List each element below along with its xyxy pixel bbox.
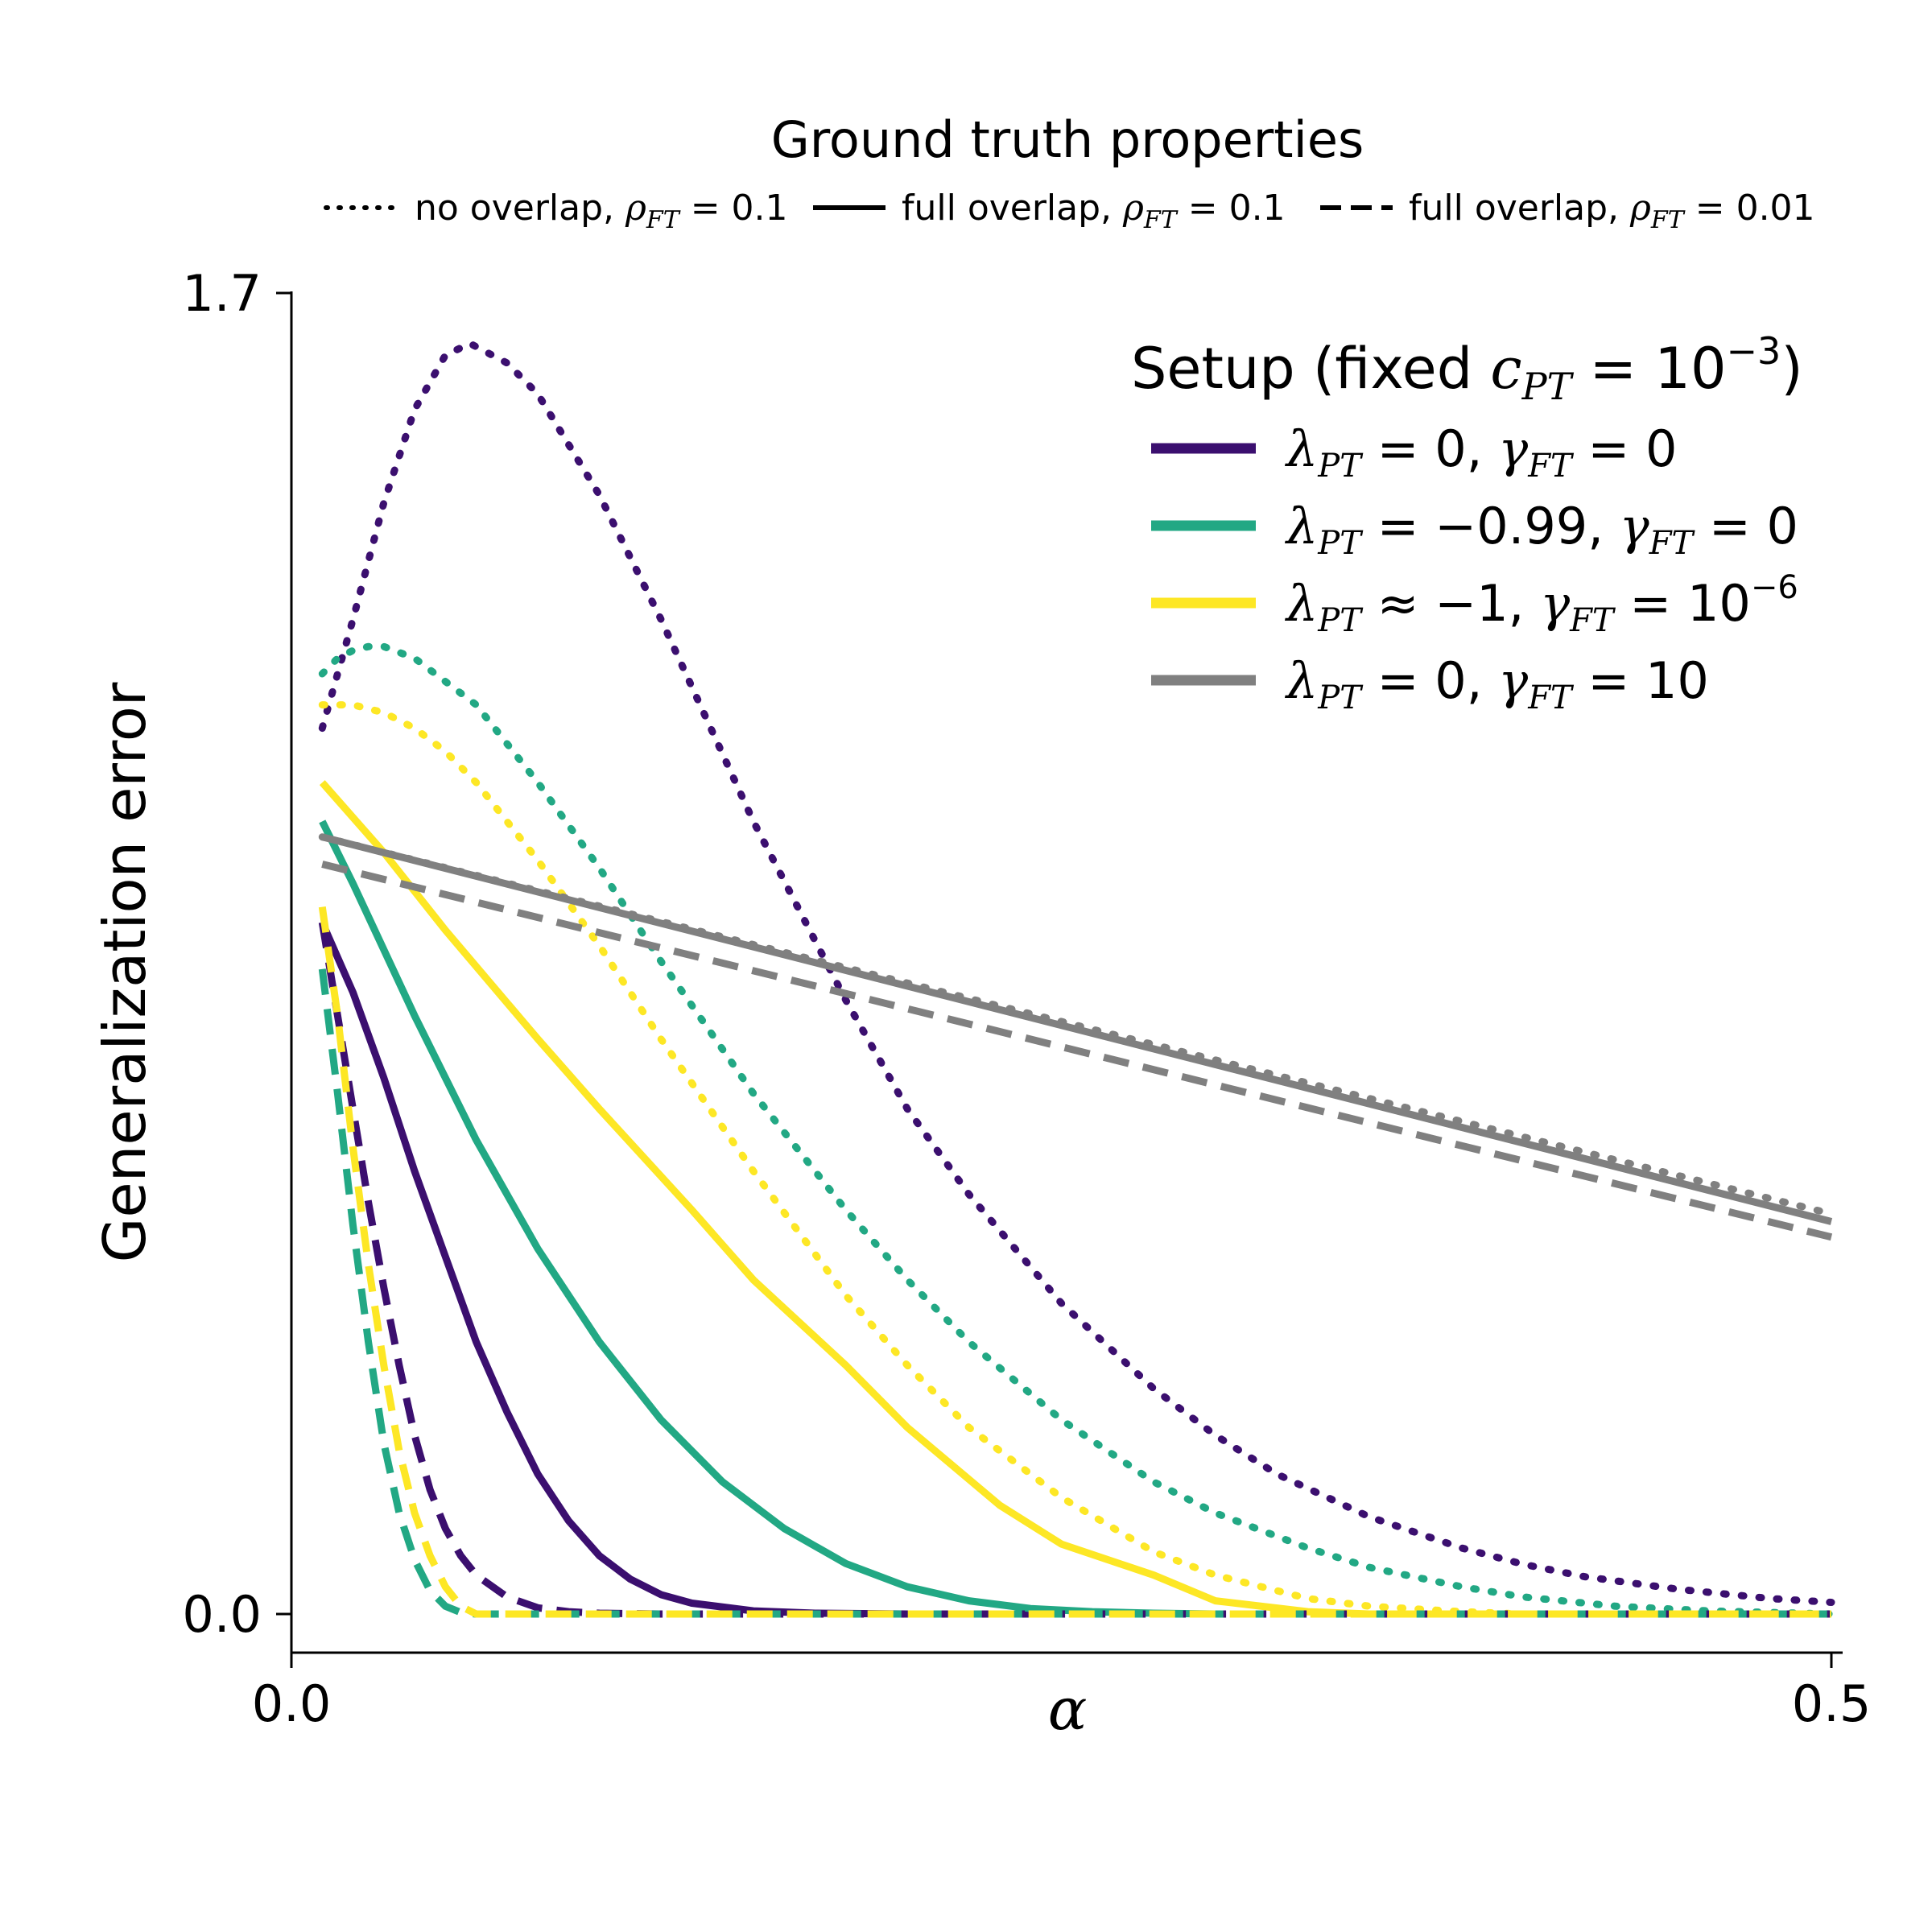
series-line-solid-0: [319, 921, 1062, 1618]
color-legend-label: λPT = 0, γFT = 0: [1284, 419, 1677, 485]
color-legend-label: λPT ≈ −1, γFT = 10−6: [1284, 569, 1798, 639]
color-legend: Setup (fixed cPT = 10−3) λPT = 0, γFT = …: [1131, 329, 1803, 716]
y-tick-label: 0.0: [182, 1585, 262, 1644]
y-axis-label: Generalization error: [91, 682, 159, 1262]
x-tick-label: 0.5: [1792, 1674, 1872, 1733]
series-line-solid-2: [319, 780, 1831, 1618]
series-line-dashed-3: [321, 861, 1833, 1241]
linestyle-legend: Ground truth properties no overlap, ρFT …: [324, 110, 1815, 234]
linestyle-legend-label: full overlap, ρFT = 0.01: [1409, 188, 1815, 234]
axes: 1.7 0.0 0.0 0.5 α Generalization error: [91, 264, 1871, 1743]
linestyle-legend-title: Ground truth properties: [771, 110, 1364, 169]
color-legend-label: λPT = 0, γFT = 10: [1284, 651, 1709, 716]
series-line-dotted-3: [318, 833, 1835, 1218]
x-tick-label: 0.0: [252, 1674, 332, 1733]
x-axis-label: α: [1048, 1675, 1088, 1743]
linestyle-legend-label: full overlap, ρFT = 0.1: [902, 188, 1286, 234]
color-legend-label: λPT = −0.99, γFT = 0: [1284, 497, 1798, 562]
color-legend-title: Setup (fixed cPT = 10−3): [1131, 329, 1803, 408]
series-line-dotted-2: [318, 701, 1835, 1618]
series-line-dashed-1: [318, 968, 1831, 1618]
series-line-dotted-0: [318, 340, 1835, 1606]
series-line-dashed-2: [318, 906, 1831, 1618]
series-line-solid-3: [321, 833, 1833, 1225]
series-line-dotted-1: [318, 642, 1835, 1618]
plot-area: [318, 340, 1835, 1618]
series-line-solid-1: [319, 819, 1216, 1618]
y-tick-label: 1.7: [182, 264, 262, 323]
linestyle-legend-label: no overlap, ρFT = 0.1: [415, 188, 788, 234]
